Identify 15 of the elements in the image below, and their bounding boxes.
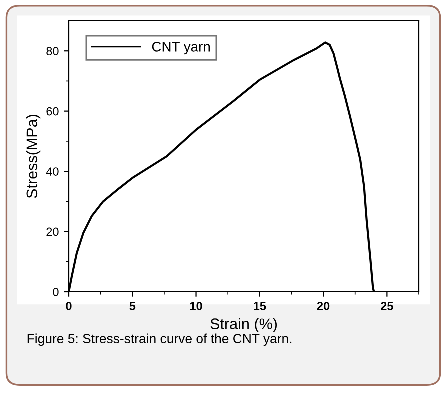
y-tick-label: 20 <box>46 228 59 236</box>
x-tick-label: 15 <box>254 302 266 310</box>
x-tick-label: 5 <box>130 302 136 310</box>
legend-label: CNT yarn <box>152 42 210 55</box>
caption: Figure 5: Stress-strain curve of the CNT yarn. <box>28 334 292 346</box>
x-tick-label: 10 <box>190 302 202 310</box>
y-tick-label: 40 <box>46 168 59 176</box>
x-tick-label: 0 <box>66 302 72 310</box>
y-tick-label: 60 <box>46 107 59 116</box>
y-tick-label: 80 <box>46 47 59 56</box>
x-tick-label: 20 <box>317 302 330 310</box>
x-axis-title: Strain (%) <box>210 318 278 333</box>
y-tick-label: 0 <box>53 288 59 296</box>
y-axis-title: Stress(MPa) <box>26 115 41 198</box>
x-tick-label: 25 <box>381 302 394 310</box>
